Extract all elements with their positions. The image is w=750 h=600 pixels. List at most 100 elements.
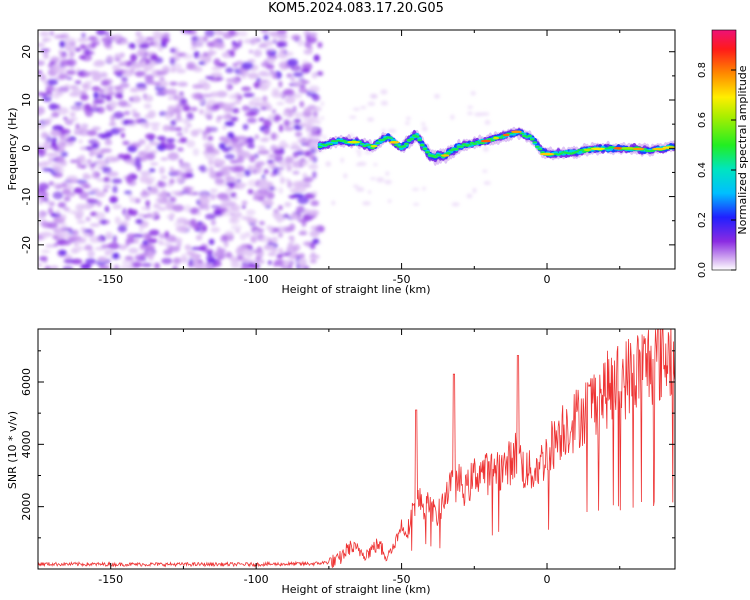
spectrogram-noise-blob: [146, 152, 156, 160]
spectrogram-noise-blob: [71, 258, 83, 265]
spectrogram-noise-blob: [108, 85, 114, 92]
spectrogram-noise-blob: [96, 154, 103, 159]
signal-track-cell: [527, 135, 532, 137]
spectrogram-noise-blob: [148, 168, 156, 173]
spectrogram-noise-blob: [276, 42, 288, 48]
spectrogram-noise-blob: [93, 91, 99, 100]
spectrogram-noise-blob: [145, 133, 156, 140]
spectrogram-noise-blob: [261, 137, 270, 142]
spectrogram-noise-blob: [82, 50, 95, 56]
spectrogram-noise-blob: [64, 207, 70, 212]
spectrogram-noise-blob: [205, 213, 217, 220]
spectrogram-noise-blob: [150, 186, 158, 192]
spectrogram-noise-blob: [193, 66, 203, 73]
spectrogram-noise-blob: [80, 226, 85, 232]
spectrogram-noise-blob: [225, 182, 237, 187]
spectrogram-noise-blob: [483, 181, 491, 185]
spectrogram-noise-blob: [236, 178, 242, 184]
spectrogram-noise-blob: [169, 235, 177, 243]
spectrogram-noise-blob: [166, 215, 175, 219]
spectrogram-noise-blob: [250, 235, 258, 243]
signal-track-cell: [388, 137, 394, 139]
spectrogram-noise-blob: [102, 188, 109, 193]
spectrogram-noise-blob: [109, 249, 114, 254]
spectrogram-noise-blob: [112, 235, 117, 243]
signal-track-cell: [579, 149, 585, 151]
spectrogram-noise-blob: [215, 171, 225, 178]
spectrogram-noise-blob: [94, 212, 106, 220]
spectrogram-noise-blob: [357, 152, 361, 157]
spectrogram-noise-blob: [302, 172, 308, 178]
spectrogram-noise-blob: [298, 231, 308, 236]
signal-track-cell: [574, 150, 580, 153]
spectrogram-noise-blob: [282, 213, 290, 219]
spectrogram-noise-blob: [38, 107, 46, 115]
spectrogram-noise-blob: [141, 262, 153, 268]
spectrogram-noise-blob: [241, 86, 252, 92]
spectrogram-noise-blob: [241, 105, 251, 112]
spectrogram-noise-blob: [309, 153, 315, 162]
spectrogram-noise-blob: [282, 252, 293, 257]
signal-track-cell: [558, 152, 564, 155]
spectrogram-noise-blob: [271, 87, 280, 94]
spectrogram-noise-blob: [120, 220, 128, 225]
spectrogram-noise-blob: [92, 61, 104, 67]
spectrogram-noise-blob: [38, 42, 46, 47]
spectrogram-noise-blob: [172, 107, 182, 114]
spectrogram-noise-blob: [201, 82, 211, 91]
spectrogram-noise-blob: [241, 200, 248, 205]
spectrogram-noise-blob: [191, 40, 196, 46]
spectrogram-noise-blob: [293, 112, 305, 118]
spectrogram-noise-blob: [58, 86, 70, 93]
spectrogram-noise-blob: [162, 124, 170, 132]
spectrogram-noise-blob: [59, 59, 72, 66]
spectrogram-noise-blob: [112, 252, 120, 260]
spectrogram-noise-blob: [234, 100, 241, 105]
spectrogram-noise-blob: [320, 116, 324, 120]
spectrogram-noise-blob: [230, 216, 237, 223]
spectrogram-noise-blob: [50, 129, 61, 137]
spectrogram-noise-blob: [253, 102, 262, 107]
spectrogram-noise-blob: [140, 194, 148, 199]
spectrogram-noise-blob: [207, 135, 214, 141]
spectrogram-noise-blob: [139, 175, 149, 184]
spectrogram-noise-blob: [132, 233, 144, 238]
spectrogram-noise-blob: [194, 39, 204, 48]
spectrogram-noise-blob: [311, 116, 320, 121]
spectrogram-noise-blob: [312, 106, 322, 112]
spectrogram-noise-blob: [91, 143, 100, 149]
spectrogram-noise-blob: [193, 262, 204, 269]
signal-hotspot: [590, 147, 606, 151]
spectrogram-noise-blob: [84, 80, 94, 85]
spectrogram-noise-blob: [55, 229, 67, 237]
spectrogram-noise-blob: [183, 204, 192, 213]
spectrogram-signal-track: [317, 126, 675, 166]
spectrogram-noise-blob: [118, 62, 127, 67]
spectrogram-noise-blob: [173, 222, 180, 226]
spectrogram-noise-blob: [244, 38, 252, 44]
y-tick-label: -10: [20, 188, 33, 206]
spectrogram-noise-blob: [96, 151, 105, 155]
spectrogram-noise-blob: [184, 244, 192, 251]
spectrogram-noise-blob: [42, 52, 49, 60]
spectrogram-noise-blob: [170, 119, 177, 126]
spectrogram-noise-blob: [144, 74, 154, 81]
spectrogram-noise-blob: [119, 82, 130, 89]
spectrogram-noise-blob: [297, 258, 308, 266]
y-tick-label: 2000: [20, 493, 33, 521]
spectrogram-noise-blob: [195, 234, 203, 241]
spectrogram-noise-blob: [176, 132, 184, 137]
spectrogram-noise-blob: [245, 250, 254, 257]
spectrogram-noise-blob: [296, 205, 306, 214]
spectrogram-noise-blob: [183, 105, 191, 112]
spectrogram-noise-blob: [183, 126, 189, 134]
spectrogram-noise-blob: [293, 80, 300, 88]
spectrogram-noise-blob: [196, 211, 202, 216]
spectrogram-noise-blob: [306, 123, 312, 127]
spectrogram-noise-blob: [214, 158, 221, 164]
signal-hotspot: [583, 148, 592, 152]
spectrogram-noise-blob: [248, 100, 255, 107]
signal-hotspot: [441, 154, 450, 157]
